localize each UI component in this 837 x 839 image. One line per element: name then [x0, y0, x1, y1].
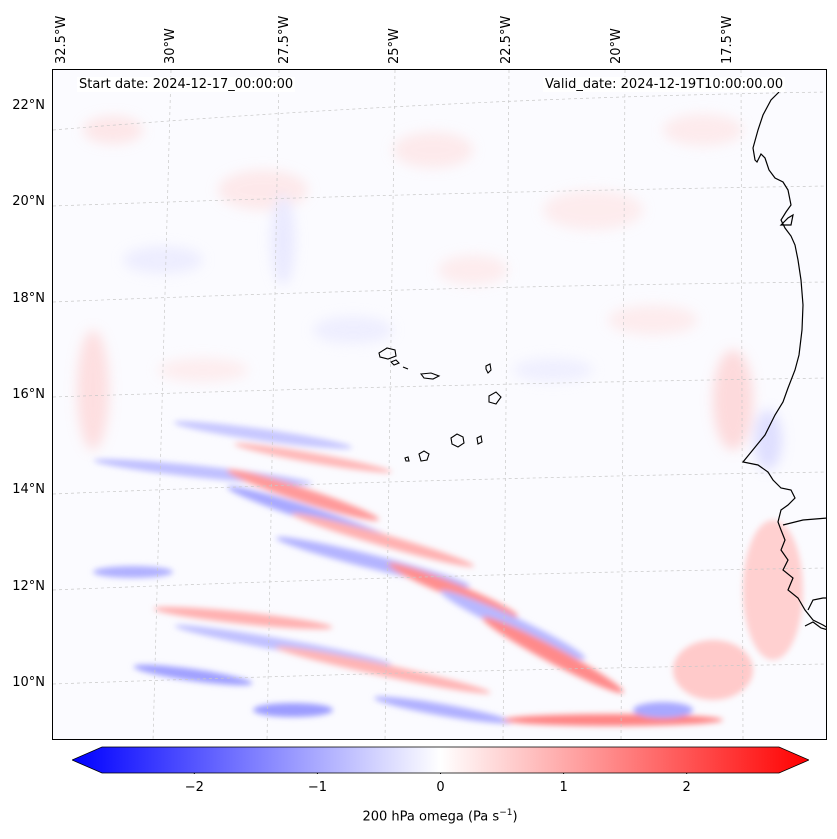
graticule — [53, 70, 826, 739]
colorbar-tick-label: 2 — [682, 780, 691, 795]
map-panel — [52, 69, 827, 740]
colorbar-tick-label: −2 — [184, 780, 204, 795]
colorbar-gradient — [72, 746, 809, 774]
lon-tick-30w: 30°W — [163, 28, 178, 64]
valid-date-label: Valid_date: 2024-12-19T10:00:00.00 — [543, 77, 786, 92]
lat-tick-14n: 14°N — [12, 482, 45, 497]
lat-tick-16n: 16°N — [12, 387, 45, 402]
lat-tick-22n: 22°N — [12, 98, 45, 113]
lon-tick-22-5w: 22.5°W — [499, 15, 514, 64]
lon-tick-25w: 25°W — [387, 28, 402, 64]
colorbar — [72, 746, 809, 774]
weak-field-blotches — [77, 114, 782, 470]
colorbar-tick-marks — [193, 773, 688, 774]
start-date-label: Start date: 2024-12-17_00:00:00 — [77, 77, 296, 92]
omega-field-map — [53, 70, 826, 739]
lon-tick-32-5w: 32.5°W — [54, 15, 69, 64]
colorbar-variable: 200 hPa omega — [362, 809, 464, 825]
african-coastline — [741, 91, 826, 631]
lat-tick-18n: 18°N — [12, 291, 45, 306]
colorbar-label: 200 hPa omega (Pa s−1) — [362, 808, 518, 825]
lon-tick-20w: 20°W — [609, 28, 624, 64]
lat-tick-20n: 20°N — [12, 194, 45, 209]
lon-tick-27-5w: 27.5°W — [277, 15, 292, 64]
colorbar-units-exponent: −1 — [499, 808, 513, 818]
colorbar-tick-label: −1 — [307, 780, 327, 795]
colorbar-units: Pa s — [473, 809, 500, 825]
cape-verde-islands — [378, 347, 502, 462]
lat-tick-10n: 10°N — [12, 675, 45, 690]
lat-tick-12n: 12°N — [12, 579, 45, 594]
colorbar-tick-label: 0 — [436, 780, 445, 795]
wave-train-bands — [93, 421, 803, 726]
lon-tick-17-5w: 17.5°W — [720, 15, 735, 64]
colorbar-tick-label: 1 — [559, 780, 568, 795]
